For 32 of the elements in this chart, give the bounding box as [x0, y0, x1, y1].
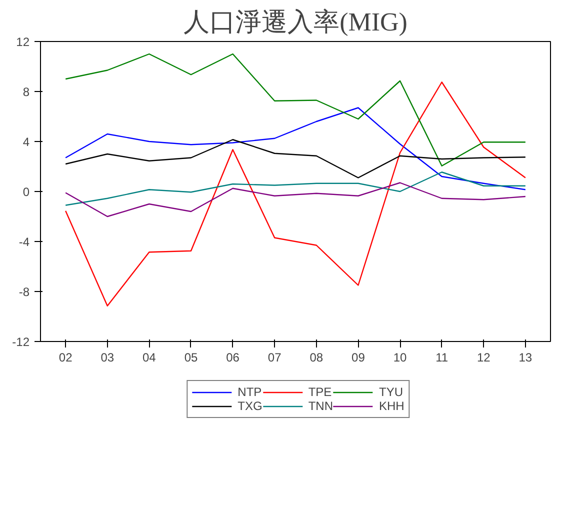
y-tick-label: 4	[22, 135, 30, 149]
line-series	[64, 53, 526, 166]
line-series	[64, 107, 526, 190]
legend-label: KHH	[379, 399, 404, 413]
legend-label: TPE	[308, 385, 332, 399]
x-tick-label: 06	[226, 350, 240, 364]
x-tick-label: 10	[393, 350, 408, 364]
x-tick-label: 11	[436, 350, 448, 364]
x-tick-label: 13	[518, 350, 532, 364]
x-tick-label: 07	[268, 350, 282, 364]
y-tick-label: -8	[18, 285, 30, 299]
x-tick-label: 05	[184, 350, 198, 364]
legend-label: TYU	[379, 385, 403, 399]
x-tick-label: 09	[352, 350, 366, 364]
y-tick-label: 8	[22, 85, 30, 99]
y-tick-label: -12	[12, 335, 30, 349]
x-tick-label: 12	[476, 350, 491, 364]
legend-label: TXG	[238, 399, 262, 413]
x-tick-label: 02	[58, 350, 73, 364]
line-series	[64, 82, 526, 306]
x-tick-label: 03	[100, 350, 114, 364]
x-tick-label: 08	[310, 350, 324, 364]
x-tick-label: 04	[142, 350, 156, 364]
y-tick-label: 0	[22, 185, 30, 199]
y-tick-label: -4	[18, 235, 30, 249]
legend-label: NTP	[238, 385, 262, 399]
legend-label: TNN	[308, 399, 333, 413]
line-series	[64, 182, 526, 218]
line-series	[64, 139, 526, 178]
chart-title: 人口淨遷入率(MIG)	[184, 8, 408, 36]
line-series	[64, 172, 526, 206]
y-tick-label: 12	[16, 35, 30, 49]
